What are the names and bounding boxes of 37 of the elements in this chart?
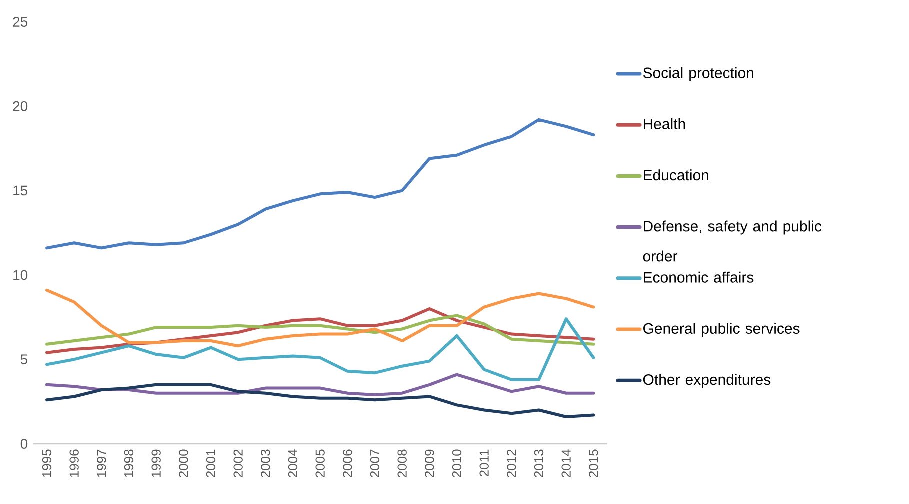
- x-tick-label: 2006: [343, 450, 352, 478]
- x-tick-label: 1997: [97, 450, 106, 478]
- x-tick-label: 2001: [206, 450, 216, 478]
- x-tick-label: 2011: [480, 450, 489, 476]
- x-tick-label: 2005: [316, 450, 325, 478]
- x-tick-label: 2013: [534, 450, 544, 478]
- x-tick-label: 2010: [452, 450, 462, 478]
- x-tick-label: 2014: [562, 450, 571, 478]
- x-tick-label: 2015: [589, 450, 598, 478]
- x-tick-label: 2012: [507, 450, 516, 478]
- x-tick-label: 2004: [288, 450, 298, 478]
- y-tick-label: 25: [13, 17, 28, 27]
- legend-label: Health: [644, 118, 686, 130]
- x-tick-label: 2009: [425, 450, 434, 478]
- legend-label: Other expenditures: [643, 374, 771, 388]
- x-tick-label: 1995: [42, 450, 52, 478]
- x-tick-label: 1999: [152, 450, 161, 478]
- legend-label: Social protection: [643, 67, 754, 82]
- y-tick-label: 10: [14, 270, 28, 280]
- legend-label: Economic affairs: [644, 272, 754, 283]
- x-tick-label: 2007: [370, 450, 380, 478]
- legend-label: Education: [644, 170, 709, 181]
- y-tick-label: 20: [13, 101, 28, 112]
- x-tick-label: 2003: [261, 450, 270, 478]
- x-tick-label: 2008: [398, 450, 407, 478]
- legend-label: Defense, safety and public order: [643, 220, 822, 262]
- x-tick-label: 2002: [234, 450, 243, 478]
- x-tick-label: 1996: [70, 450, 79, 478]
- line-series: [46, 288, 596, 348]
- line-series: [46, 318, 596, 382]
- y-tick-label: 5: [20, 354, 28, 364]
- y-tick-label: 15: [14, 186, 28, 196]
- x-tick-label: 1998: [124, 450, 134, 478]
- y-tick-label: 0: [20, 439, 28, 449]
- legend-label: General public services: [644, 322, 800, 337]
- line-series: [46, 118, 596, 250]
- x-tick-label: 2000: [179, 450, 188, 478]
